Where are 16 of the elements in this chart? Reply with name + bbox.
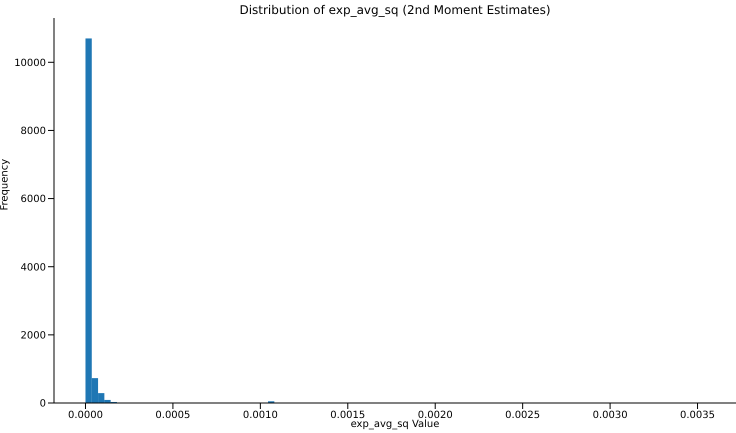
x-tick-label: 0.0025: [505, 410, 540, 422]
y-axis-title: Frequency: [0, 158, 11, 210]
y-tick-label: 4000: [20, 262, 46, 274]
y-tick-label: 6000: [20, 194, 46, 206]
y-tick-label: 2000: [20, 330, 46, 342]
x-tick-label: 0.0000: [68, 410, 103, 422]
y-tick-label: 10000: [14, 58, 46, 69]
chart-title: Distribution of exp_avg_sq (2nd Moment Estimates): [238, 3, 552, 17]
x-tick-label: 0.0015: [330, 410, 366, 422]
y-tick-label: 8000: [20, 126, 46, 137]
x-axis-title: exp_avg_sq Value: [350, 419, 440, 430]
x-tick-label: 0.0030: [592, 410, 628, 422]
x-tick-label: 0.0035: [680, 410, 716, 422]
x-tick-label: 0.0010: [242, 410, 278, 422]
y-tick-label: 0: [40, 398, 46, 410]
x-tick-label: 0.0005: [155, 410, 190, 422]
